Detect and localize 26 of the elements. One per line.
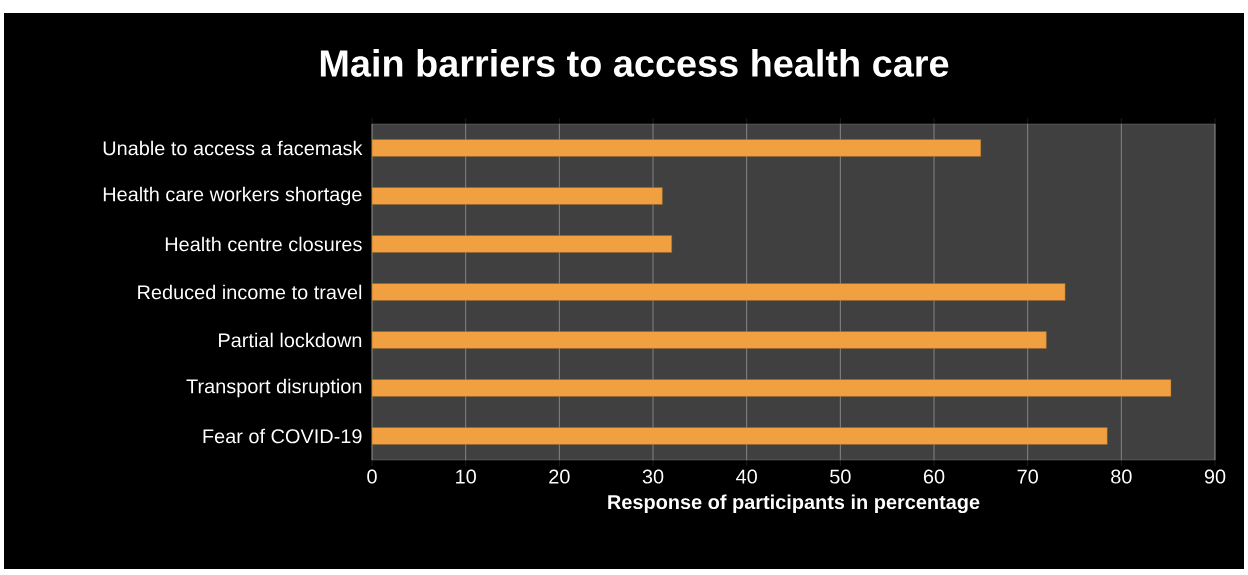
bar	[372, 283, 1066, 301]
bar	[372, 427, 1108, 445]
x-tick-label: 0	[367, 469, 377, 484]
y-tick-label: Unable to access a facemask	[103, 140, 363, 156]
bar	[372, 187, 663, 205]
chart-title: Main barriers to access health care	[320, 49, 949, 77]
x-tick-label: 50	[830, 469, 851, 484]
y-tick-label: Fear of COVID-19	[203, 428, 362, 444]
x-tick-label: 20	[549, 469, 570, 484]
x-tick-label: 10	[456, 469, 476, 484]
x-axis-title: Response of participants in percentage	[608, 494, 980, 514]
x-tick-label: 80	[1111, 469, 1132, 484]
bar	[372, 379, 1172, 397]
x-tick-label: 90	[1204, 469, 1226, 484]
bar	[372, 235, 672, 253]
bar	[372, 139, 982, 157]
y-tick-label: Health centre closures	[165, 236, 362, 252]
x-tick-label: 70	[1017, 469, 1038, 484]
y-tick-label: Health care workers shortage	[103, 186, 362, 206]
y-tick-label: Transport disruption	[186, 378, 362, 398]
y-tick-label: Reduced income to travel	[138, 284, 362, 300]
y-tick-label: Partial lockdown	[219, 332, 362, 348]
x-tick-label: 30	[642, 469, 664, 484]
x-tick-label: 40	[736, 469, 757, 484]
x-tick-label: 60	[923, 469, 945, 484]
bar	[372, 331, 1047, 349]
